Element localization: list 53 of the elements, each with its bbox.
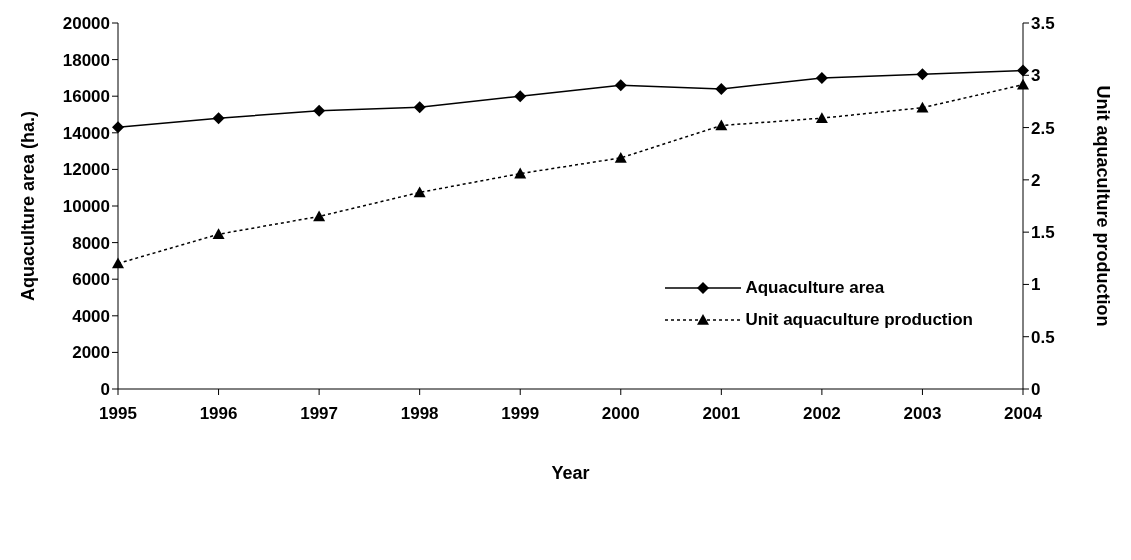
point xyxy=(112,121,124,134)
y2-tick-label: 1.5 xyxy=(1031,223,1055,243)
x-tick-label: 2001 xyxy=(702,404,741,424)
y2-tick-label: 2 xyxy=(1031,170,1041,190)
y-tick-label: 10000 xyxy=(62,197,110,217)
point xyxy=(514,167,527,179)
point xyxy=(413,101,426,114)
y-tick-label: 16000 xyxy=(62,87,110,107)
x-axis-title: Year xyxy=(551,463,590,483)
y-tick-label: 20000 xyxy=(62,14,110,34)
point xyxy=(916,68,929,81)
y-tick-label: 8000 xyxy=(72,233,110,253)
y-tick-label: 2000 xyxy=(72,343,110,363)
point xyxy=(313,210,326,222)
point xyxy=(112,257,124,269)
x-tick-label: 1997 xyxy=(300,404,339,424)
point xyxy=(614,79,627,92)
y2-tick-label: 0 xyxy=(1031,380,1041,400)
x-tick-label: 2003 xyxy=(903,404,942,424)
point xyxy=(212,228,225,240)
point xyxy=(916,101,929,113)
point xyxy=(815,71,828,84)
x-tick-label: 2000 xyxy=(601,404,640,424)
y2-tick-label: 3 xyxy=(1031,66,1041,86)
point xyxy=(413,186,426,198)
x-tick-label: 1999 xyxy=(501,404,540,424)
point xyxy=(815,112,828,123)
y-tick-label: 4000 xyxy=(72,306,110,326)
x-tick-label: 2002 xyxy=(802,404,841,424)
point xyxy=(514,90,527,103)
y2-tick-label: 0.5 xyxy=(1031,327,1055,347)
y-tick-label: 14000 xyxy=(62,123,110,143)
x-tick-label: 2004 xyxy=(1004,404,1043,424)
y-tick-label: 0 xyxy=(100,380,110,400)
point xyxy=(715,119,728,131)
point xyxy=(1017,64,1029,77)
y-tick-label: 12000 xyxy=(62,160,110,180)
y2-tick-label: 2.5 xyxy=(1031,118,1055,138)
y-tick-label: 6000 xyxy=(72,270,110,290)
y2-tick-label: 3.5 xyxy=(1031,14,1055,34)
x-tick-label: 1995 xyxy=(99,404,137,424)
x-tick-label: 1998 xyxy=(400,404,439,424)
y2-tick-label: 1 xyxy=(1031,275,1041,295)
y2-axis-title: Unit aquaculture production xyxy=(1092,85,1113,327)
legend-label: Unit aquaculture production xyxy=(745,310,973,330)
legend-label: Aquaculture area xyxy=(745,278,885,298)
y-tick-label: 18000 xyxy=(62,50,110,70)
x-tick-label: 1996 xyxy=(199,404,238,424)
y-axis-title: Aquaculture area (ha.) xyxy=(18,110,39,302)
point xyxy=(212,112,225,125)
point xyxy=(715,82,728,95)
point xyxy=(614,151,627,163)
point xyxy=(313,104,326,117)
